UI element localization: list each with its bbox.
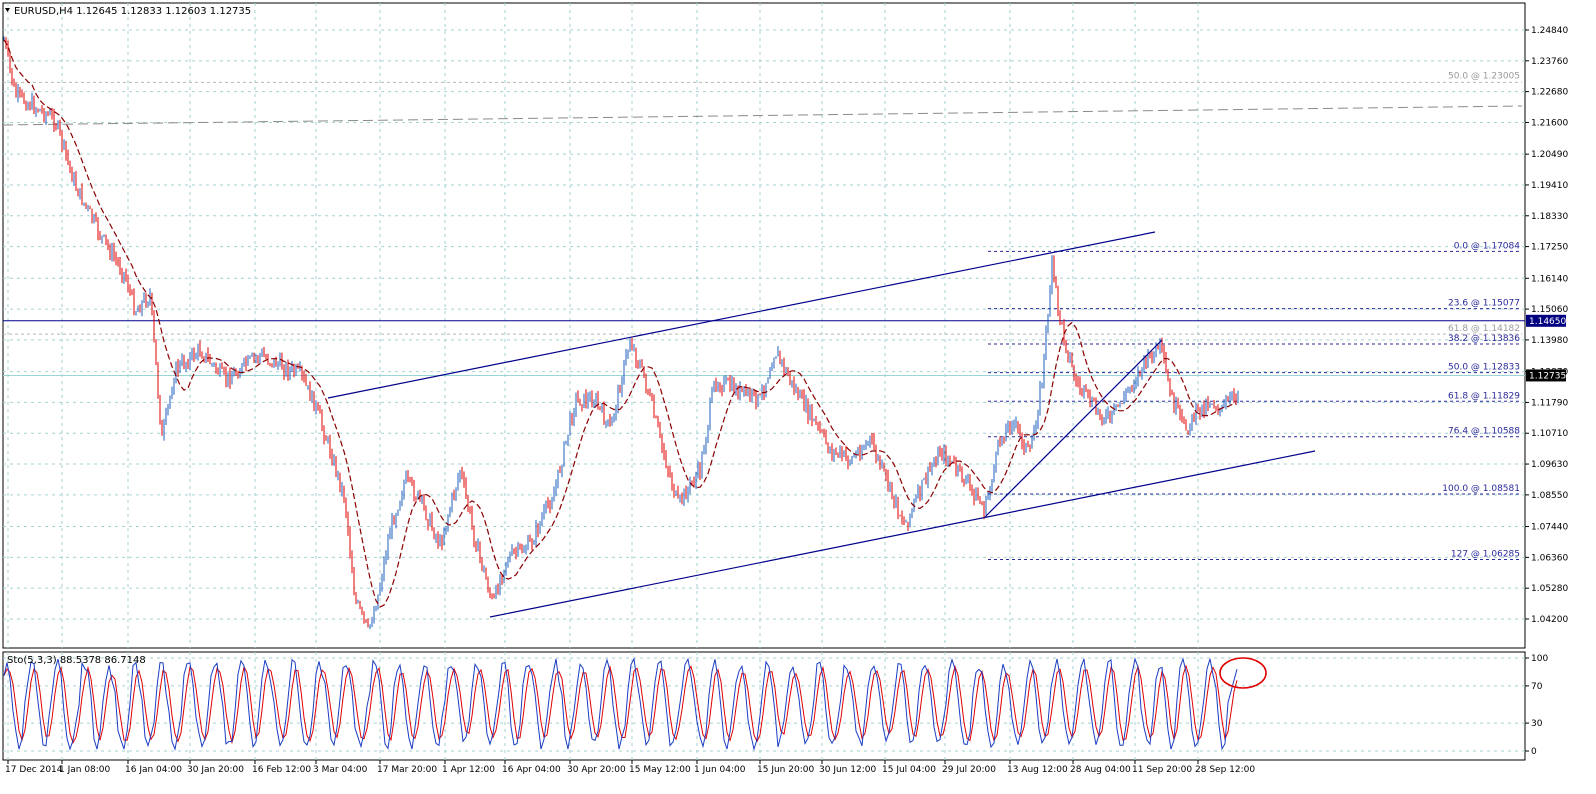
channel-upper-trendline[interactable] bbox=[327, 231, 1156, 399]
time-axis-tick-label: 13 Aug 12:00 bbox=[1007, 765, 1068, 775]
time-axis-tick-label: 28 Sep 12:00 bbox=[1195, 765, 1255, 775]
indicator-grid bbox=[3, 652, 1525, 760]
moving-average-line bbox=[3, 39, 1237, 608]
time-axis-tick-label: 11 Sep 20:00 bbox=[1132, 765, 1192, 775]
indicator-axis-tick-label: 100 bbox=[1531, 654, 1548, 664]
time-axis-tick-label: 17 Dec 2014 bbox=[5, 765, 63, 775]
price-axis-tick-label: 1.10710 bbox=[1531, 429, 1568, 439]
time-axis-tick-label: 30 Apr 20:00 bbox=[567, 765, 626, 775]
time-axis-tick-label: 1 Jun 04:00 bbox=[694, 765, 746, 775]
time-axis-tick-label: 1 Apr 12:00 bbox=[442, 765, 495, 775]
price-axis-tick-label: 1.04200 bbox=[1531, 615, 1568, 625]
time-axis-tick-label: 16 Apr 04:00 bbox=[502, 765, 561, 775]
resistance-price-tag-text: 1.14650 bbox=[1529, 317, 1566, 327]
fibo-level-label: 100.0 @ 1.08581 bbox=[1442, 484, 1520, 494]
indicator-axis[interactable]: 100 70 30 0 bbox=[1525, 654, 1548, 757]
fibo-level-label: 23.6 @ 1.15077 bbox=[1448, 299, 1520, 309]
fibo-level-label: 61.8 @ 1.11829 bbox=[1448, 391, 1520, 401]
time-axis-tick-label: 30 Jan 20:00 bbox=[187, 765, 244, 775]
price-axis-tick-label: 1.18330 bbox=[1531, 212, 1568, 222]
time-axis-tick-label: 16 Jan 04:00 bbox=[125, 765, 182, 775]
current-price-tag-text: 1.12735 bbox=[1529, 371, 1566, 381]
resistance-price-tag: 1.14650 bbox=[1526, 314, 1566, 327]
price-axis-tick-label: 1.13980 bbox=[1531, 336, 1568, 346]
price-plot-frame bbox=[2, 2, 1526, 649]
price-axis-tick-label: 1.24840 bbox=[1531, 26, 1568, 36]
indicator-axis-tick-label: 0 bbox=[1531, 747, 1537, 757]
time-axis-tick-label: 3 Mar 04:00 bbox=[313, 765, 368, 775]
fibonacci-retracement[interactable]: 0.0 @ 1.17084 23.6 @ 1.15077 38.2 @ 1.1383… bbox=[988, 241, 1522, 561]
indicator-plot-frame bbox=[2, 651, 1526, 761]
time-axis-tick-label: 17 Mar 20:00 bbox=[377, 765, 437, 775]
indicator-title: Sto(5,3,3) 88.5378 86.7148 bbox=[7, 655, 146, 666]
price-axis-tick-label: 1.22680 bbox=[1531, 88, 1568, 98]
channel-lower-trendline[interactable] bbox=[489, 450, 1316, 618]
fibo-level-label: 127 @ 1.06285 bbox=[1451, 550, 1520, 560]
fibo-major-50-label: 50.0 @ 1.23005 bbox=[1448, 71, 1520, 81]
fibo-level-label: 0.0 @ 1.17084 bbox=[1454, 241, 1521, 251]
price-axis-tick-label: 1.23760 bbox=[1531, 57, 1568, 67]
stochastic-signal-line bbox=[3, 664, 1238, 745]
price-axis-tick-label: 1.21600 bbox=[1531, 118, 1568, 128]
long-term-trendline[interactable] bbox=[2, 105, 1523, 126]
indicator-axis-tick-label: 30 bbox=[1531, 719, 1543, 729]
price-series bbox=[3, 36, 1239, 630]
dropdown-triangle-icon[interactable] bbox=[5, 8, 10, 12]
price-axis-tick-label: 1.11790 bbox=[1531, 398, 1568, 408]
wedge-trendline[interactable] bbox=[984, 339, 1163, 518]
highlight-circle bbox=[1219, 657, 1267, 689]
price-axis-tick-label: 1.16140 bbox=[1531, 274, 1568, 284]
fibo-major-618-label: 61.8 @ 1.14182 bbox=[1448, 324, 1520, 334]
price-axis-tick-label: 1.20490 bbox=[1531, 150, 1568, 160]
price-axis[interactable]: 1.24840 1.23760 1.22680 1.21600 1.20490 1.194… bbox=[1525, 26, 1568, 625]
fibo-level-label: 76.4 @ 1.10588 bbox=[1448, 427, 1520, 437]
time-axis-tick-label: 15 Jun 20:00 bbox=[757, 765, 814, 775]
current-price-tag: 1.12735 bbox=[1526, 369, 1566, 382]
price-grid bbox=[3, 3, 1525, 648]
price-axis-tick-label: 1.06360 bbox=[1531, 553, 1568, 563]
stochastic-main-line bbox=[3, 657, 1238, 752]
indicator-axis-tick-label: 70 bbox=[1531, 682, 1543, 692]
price-axis-tick-label: 1.17250 bbox=[1531, 243, 1568, 253]
time-axis-tick-label: 29 Jul 20:00 bbox=[942, 765, 996, 775]
price-axis-tick-label: 1.07440 bbox=[1531, 523, 1568, 533]
price-axis-tick-label: 1.05280 bbox=[1531, 584, 1568, 594]
price-axis-tick-label: 1.15060 bbox=[1531, 305, 1568, 315]
time-axis-tick-label: 30 Jun 12:00 bbox=[819, 765, 876, 775]
time-axis-tick-label: 28 Aug 04:00 bbox=[1070, 765, 1131, 775]
time-axis-tick-label: 15 May 12:00 bbox=[629, 765, 691, 775]
price-axis-tick-label: 1.09630 bbox=[1531, 460, 1568, 470]
price-axis-tick-label: 1.08550 bbox=[1531, 491, 1568, 501]
time-axis-tick-label: 15 Jul 04:00 bbox=[882, 765, 936, 775]
price-axis-tick-label: 1.19410 bbox=[1531, 181, 1568, 191]
time-axis-tick-label: 16 Feb 12:00 bbox=[252, 765, 311, 775]
chart-title: EURUSD,H4 1.12645 1.12833 1.12603 1.1273… bbox=[14, 6, 251, 17]
fibo-level-label: 38.2 @ 1.13836 bbox=[1448, 334, 1520, 344]
fibo-level-label: 50.0 @ 1.12833 bbox=[1448, 363, 1520, 373]
time-axis-tick-label: 1 Jan 08:00 bbox=[59, 765, 111, 775]
